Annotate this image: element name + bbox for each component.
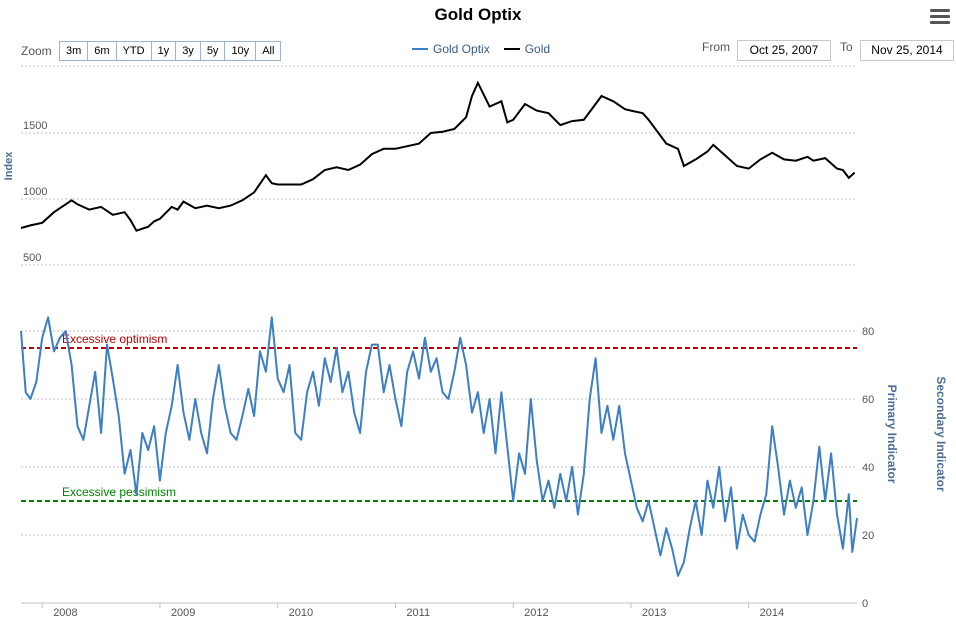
- x-tick-label-2013: 2013: [642, 607, 666, 619]
- bottom-tick-label-20: 20: [862, 530, 874, 542]
- legend-item-gold-optix[interactable]: Gold Optix: [412, 42, 490, 56]
- bottom-tick-label-60: 60: [862, 394, 874, 406]
- gold-series-line: [20, 80, 856, 232]
- legend-label-gold: Gold: [524, 42, 551, 56]
- from-date-input[interactable]: Oct 25, 2007: [737, 40, 831, 61]
- top-tick-label-500: 500: [23, 252, 41, 264]
- gold-optix-series-line: [20, 316, 858, 577]
- legend-item-gold[interactable]: Gold: [503, 42, 551, 56]
- reference-line-label-0: Excessive optimism: [62, 332, 167, 346]
- x-tick-label-2009: 2009: [171, 607, 195, 619]
- bottom-tick-label-80: 80: [862, 326, 874, 338]
- hamburger-menu-icon[interactable]: [930, 9, 950, 25]
- zoom-3y-button[interactable]: 3y: [175, 41, 201, 61]
- bottom-tick-label-40: 40: [862, 462, 874, 474]
- zoom-button-group: 3m 6m YTD 1y 3y 5y 10y All: [59, 41, 282, 61]
- top-tick-label-1000: 1000: [23, 186, 47, 198]
- from-label: From: [702, 40, 730, 54]
- to-label: To: [840, 40, 853, 54]
- x-tick-label-2008: 2008: [53, 607, 77, 619]
- secondary-axis-label: Secondary Indicator: [934, 376, 948, 492]
- to-date-input[interactable]: Nov 25, 2014: [860, 40, 954, 61]
- x-tick-label-2011: 2011: [406, 607, 430, 619]
- primary-axis-label: Primary Indicator: [885, 385, 899, 484]
- x-tick-label-2012: 2012: [524, 607, 548, 619]
- x-tick-label-2010: 2010: [289, 607, 313, 619]
- legend-label-gold-optix: Gold Optix: [433, 42, 490, 56]
- zoom-label: Zoom: [21, 44, 52, 58]
- zoom-all-button[interactable]: All: [255, 41, 282, 61]
- reference-line-label-1: Excessive pessimism: [62, 485, 176, 499]
- chart-legend: Gold Optix Gold: [412, 42, 564, 56]
- x-tick-label-2014: 2014: [760, 607, 784, 619]
- top-tick-label-1500: 1500: [23, 120, 47, 132]
- bottom-tick-label-0: 0: [862, 598, 868, 610]
- zoom-ytd-button[interactable]: YTD: [115, 41, 152, 61]
- zoom-3m-button[interactable]: 3m: [59, 41, 89, 61]
- chart-title: Gold Optix: [434, 5, 522, 24]
- top-axis-label: Index: [3, 151, 15, 181]
